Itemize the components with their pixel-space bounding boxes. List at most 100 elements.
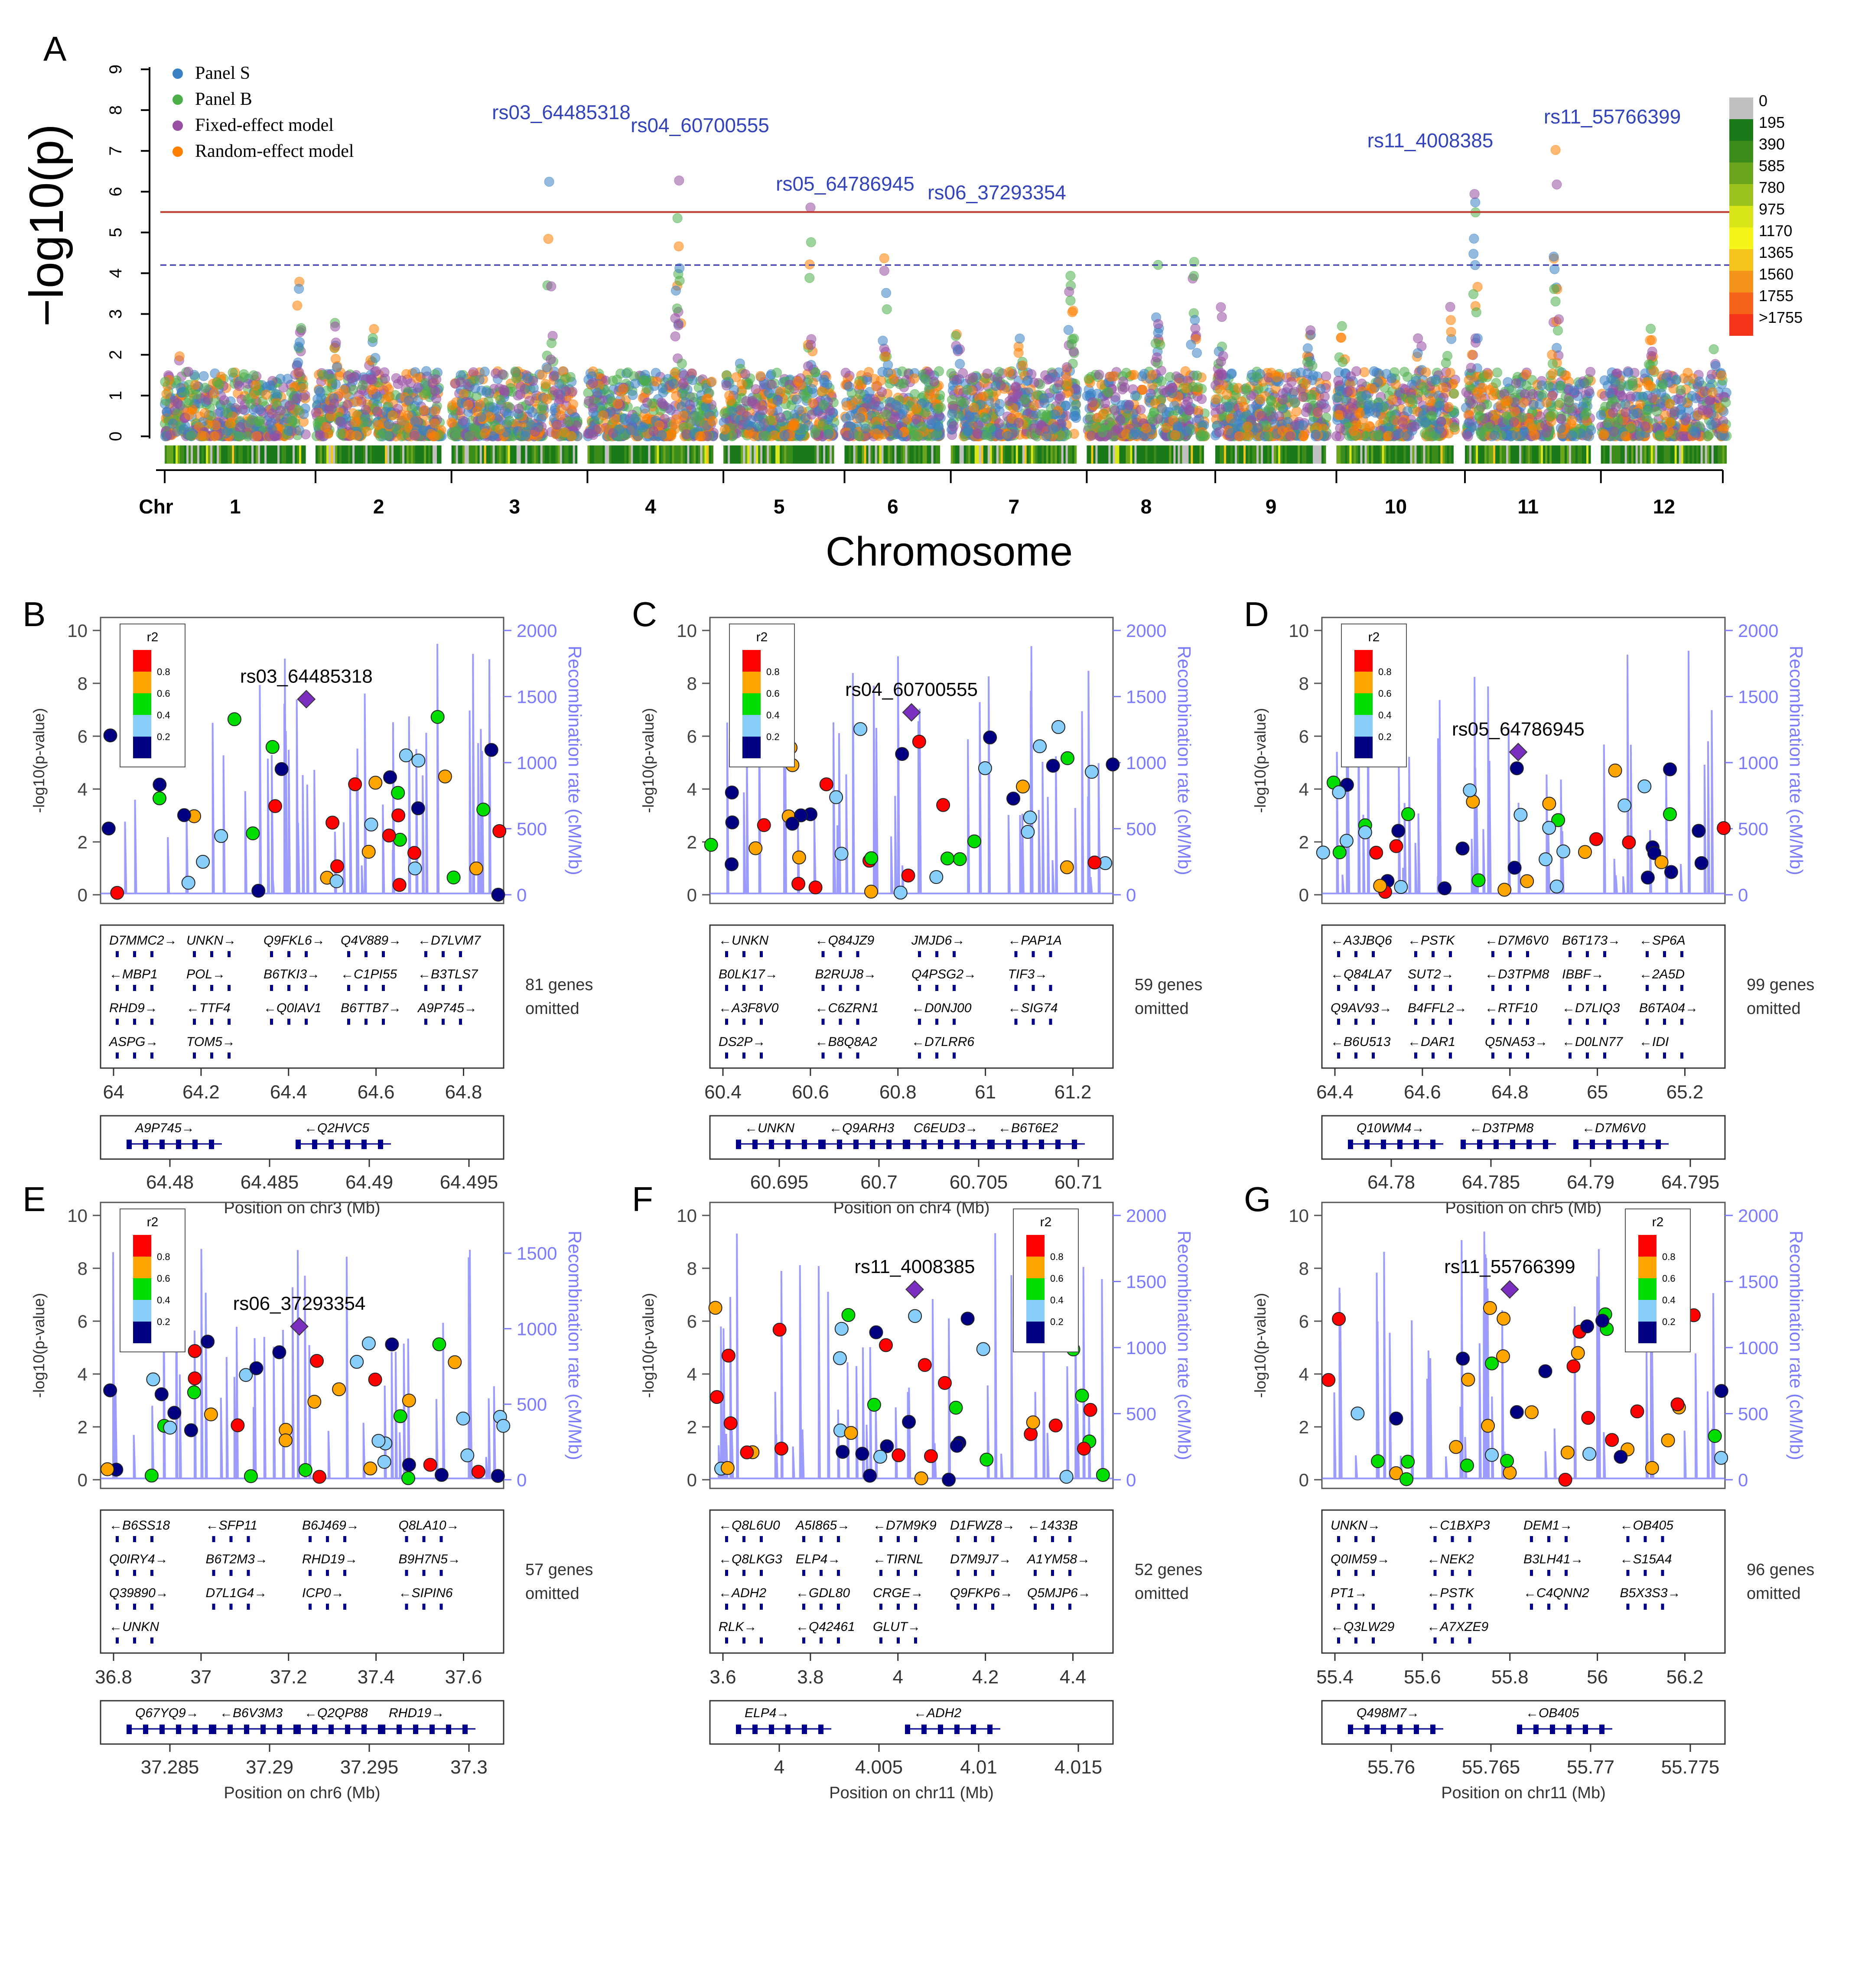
manhattan-point (294, 284, 304, 294)
manhattan-point (238, 404, 248, 415)
manhattan-point (1321, 371, 1331, 381)
manhattan-point (1310, 429, 1321, 440)
manhattan-point (1188, 382, 1198, 392)
manhattan-point (881, 409, 892, 420)
manhattan-point (1167, 383, 1178, 393)
manhattan-point (614, 424, 625, 435)
manhattan-point (879, 266, 889, 276)
manhattan-point (1463, 431, 1473, 442)
manhattan-point (214, 379, 225, 390)
manhattan-point (990, 381, 1001, 391)
manhattan-point (1547, 350, 1557, 360)
manhattan-point (1261, 420, 1272, 431)
manhattan-point (283, 426, 294, 436)
manhattan-point (1315, 384, 1326, 394)
manhattan-point (335, 416, 345, 427)
manhattan-point (176, 383, 186, 393)
manhattan-point (1555, 398, 1565, 408)
manhattan-point (314, 385, 324, 396)
manhattan-point (810, 428, 820, 438)
manhattan-point (1332, 393, 1342, 403)
manhattan-point (272, 430, 282, 441)
manhattan-point (371, 366, 381, 376)
manhattan-point (1087, 431, 1097, 441)
manhattan-point (1475, 427, 1486, 437)
manhattan-point (530, 426, 540, 437)
manhattan-point (1472, 333, 1483, 344)
manhattan-point (969, 403, 979, 413)
manhattan-point (623, 367, 633, 377)
manhattan-point (1556, 380, 1566, 391)
manhattan-point (1286, 377, 1297, 387)
manhattan-point (160, 377, 170, 387)
manhattan-point (764, 388, 774, 398)
manhattan-point (1007, 392, 1018, 403)
manhattan-point (947, 409, 957, 419)
manhattan-point (803, 361, 814, 371)
manhattan-point (1121, 367, 1132, 378)
manhattan-point (1400, 384, 1410, 394)
y-tick-label: 4 (106, 268, 125, 278)
manhattan-point (1354, 409, 1364, 419)
manhattan-point (1285, 431, 1295, 442)
manhattan-point (1308, 370, 1318, 380)
manhattan-point (330, 322, 340, 332)
manhattan-point (1394, 429, 1404, 439)
manhattan-point (248, 370, 259, 380)
manhattan-point (1190, 315, 1200, 325)
manhattan-point (638, 422, 648, 432)
manhattan-point (1484, 422, 1494, 432)
manhattan-point (1161, 422, 1171, 433)
manhattan-point (1302, 343, 1313, 354)
manhattan-point (1584, 386, 1594, 396)
manhattan-point (330, 354, 341, 364)
y-tick-label: 6 (106, 187, 125, 196)
manhattan-point (547, 338, 556, 348)
manhattan-point (1120, 382, 1130, 393)
manhattan-point (468, 367, 478, 377)
manhattan-point (1549, 264, 1560, 274)
manhattan-point (174, 351, 185, 361)
manhattan-point (1043, 374, 1053, 385)
manhattan-point (677, 358, 687, 369)
manhattan-point (666, 430, 677, 440)
manhattan-point (1020, 394, 1030, 405)
manhattan-point (890, 411, 900, 422)
y-tick-label: 0 (106, 432, 125, 441)
manhattan-point (695, 431, 706, 442)
manhattan-point (546, 354, 556, 365)
manhattan-point (1403, 406, 1412, 416)
manhattan-point (1471, 307, 1481, 318)
manhattan-point (608, 376, 618, 386)
manhattan-point (1334, 367, 1344, 377)
manhattan-point (169, 396, 179, 406)
manhattan-point (1105, 413, 1116, 424)
manhattan-point (511, 373, 521, 383)
manhattan-point (219, 395, 229, 406)
manhattan-point (1554, 314, 1564, 325)
manhattan-point (1255, 394, 1266, 405)
panel-letter-a: A (43, 29, 67, 68)
manhattan-point (1582, 431, 1592, 441)
manhattan-point (1373, 402, 1383, 413)
manhattan-point (412, 373, 422, 383)
manhattan-point (1361, 431, 1372, 442)
manhattan-point (639, 375, 649, 386)
manhattan-point (806, 340, 816, 350)
manhattan-point (472, 406, 482, 417)
manhattan-point (358, 380, 368, 390)
manhattan-point (1519, 397, 1529, 408)
manhattan-point (727, 431, 737, 442)
manhattan-point (223, 408, 233, 418)
manhattan-point (209, 431, 220, 442)
manhattan-point (911, 403, 922, 414)
manhattan-point (199, 371, 209, 381)
manhattan-point (1387, 395, 1398, 405)
manhattan-point (1065, 271, 1076, 281)
manhattan-point (1420, 418, 1430, 428)
manhattan-point (618, 384, 628, 394)
manhattan-point (755, 421, 765, 432)
manhattan-point (1409, 421, 1420, 432)
manhattan-point (1336, 332, 1346, 343)
